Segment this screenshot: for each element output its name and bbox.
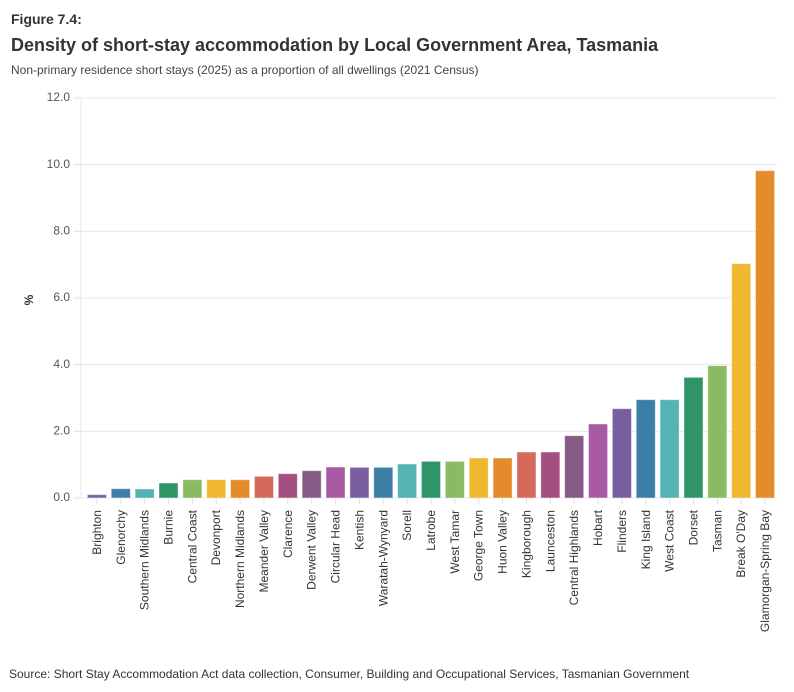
x-tick-label: West Coast — [663, 509, 677, 571]
bar-devonport — [206, 479, 227, 499]
y-tick-label: 2.0 — [53, 424, 70, 438]
x-tick-label: Devonport — [209, 509, 223, 565]
x-tick-label: Brighton — [90, 510, 104, 555]
x-tick-label: West Tamar — [448, 510, 462, 574]
bar-kentish — [349, 466, 370, 499]
x-tick-label: Waratah-Wynyard — [376, 510, 390, 606]
x-tick-label: Glamorgan-Spring Bay — [758, 510, 772, 632]
bar-break-o-day — [731, 263, 752, 499]
x-tick-label: Southern Midlands — [138, 510, 152, 610]
x-tick-label: Huon Valley — [496, 510, 510, 574]
bar-flinders — [611, 408, 632, 499]
bar-derwent-valley — [301, 470, 322, 499]
x-tick-label: Clarence — [281, 510, 295, 558]
bar-george-town — [468, 457, 489, 499]
x-tick-label: Launceston — [543, 510, 557, 572]
bar-west-coast — [659, 399, 680, 499]
x-tick-label: Flinders — [615, 510, 629, 553]
x-tick-label: Meander Valley — [257, 510, 271, 593]
bar-huon-valley — [492, 457, 513, 499]
bar-waratah-wynyard — [373, 466, 394, 499]
x-tick-label: Burnie — [162, 510, 176, 545]
bar-hobart — [587, 423, 609, 499]
bars — [86, 170, 776, 499]
x-tick-label: Central Highlands — [567, 510, 581, 605]
x-tick-label: Dorset — [686, 509, 700, 545]
x-tick-label: Glenorchy — [114, 510, 128, 565]
bar-southern-midlands — [134, 488, 155, 499]
x-tick-label: Northern Midlands — [233, 510, 247, 608]
y-axis: 0.0 2.0 4.0 6.0 8.0 10.0 12.0 — [47, 90, 82, 504]
bar-launceston — [540, 451, 561, 499]
x-tick-label: Central Coast — [185, 509, 199, 583]
x-tick-label: Kentish — [352, 510, 366, 550]
x-tick-label: Latrobe — [424, 510, 438, 551]
y-tick-label: 0.0 — [53, 490, 70, 504]
x-tick-label: Hobart — [591, 509, 605, 546]
bar-burnie — [158, 482, 179, 499]
bar-northern-midlands — [230, 479, 251, 499]
y-tick-label: 12.0 — [47, 90, 71, 104]
bar-king-island — [635, 399, 656, 499]
x-tick-label: Break O'Day — [734, 510, 748, 578]
chart-title: Density of short-stay accommodation by L… — [11, 35, 659, 55]
bar-dorset — [683, 376, 704, 499]
chart-subtitle: Non-primary residence short stays (2025)… — [11, 63, 479, 77]
bar-glamorgan-spring-bay — [755, 170, 776, 499]
bar-kingborough — [516, 451, 537, 499]
x-tick-label: Circular Head — [329, 510, 343, 583]
bar-sorell — [397, 463, 418, 499]
x-tick-label: Sorell — [400, 510, 414, 541]
y-tick-label: 8.0 — [53, 224, 70, 238]
x-tick-label: Derwent Valley — [305, 510, 319, 590]
y-tick-label: 6.0 — [53, 290, 70, 304]
bar-meander-valley — [253, 475, 275, 499]
x-tick-label: King Island — [639, 510, 653, 569]
y-tick-label: 4.0 — [53, 357, 70, 371]
source-note: Source: Short Stay Accommodation Act dat… — [9, 667, 690, 681]
y-tick-label: 10.0 — [47, 157, 71, 171]
bar-brighton — [86, 494, 107, 499]
bar-clarence — [277, 473, 298, 499]
bar-latrobe — [420, 460, 442, 499]
bar-west-tamar — [444, 460, 465, 499]
bar-central-highlands — [564, 435, 585, 499]
x-tick-label: Tasman — [710, 510, 724, 552]
bar-central-coast — [182, 479, 203, 499]
bar-tasman — [707, 365, 728, 499]
x-axis: Brighton Glenorchy Southern Midlands Burnie… — [90, 498, 772, 632]
figure-label: Figure 7.4: — [11, 11, 82, 27]
bar-glenorchy — [110, 488, 131, 499]
x-tick-label: George Town — [472, 510, 486, 581]
x-tick-label: Kingborough — [519, 510, 533, 578]
y-axis-label: % — [22, 294, 36, 305]
bar-circular-head — [325, 466, 346, 499]
